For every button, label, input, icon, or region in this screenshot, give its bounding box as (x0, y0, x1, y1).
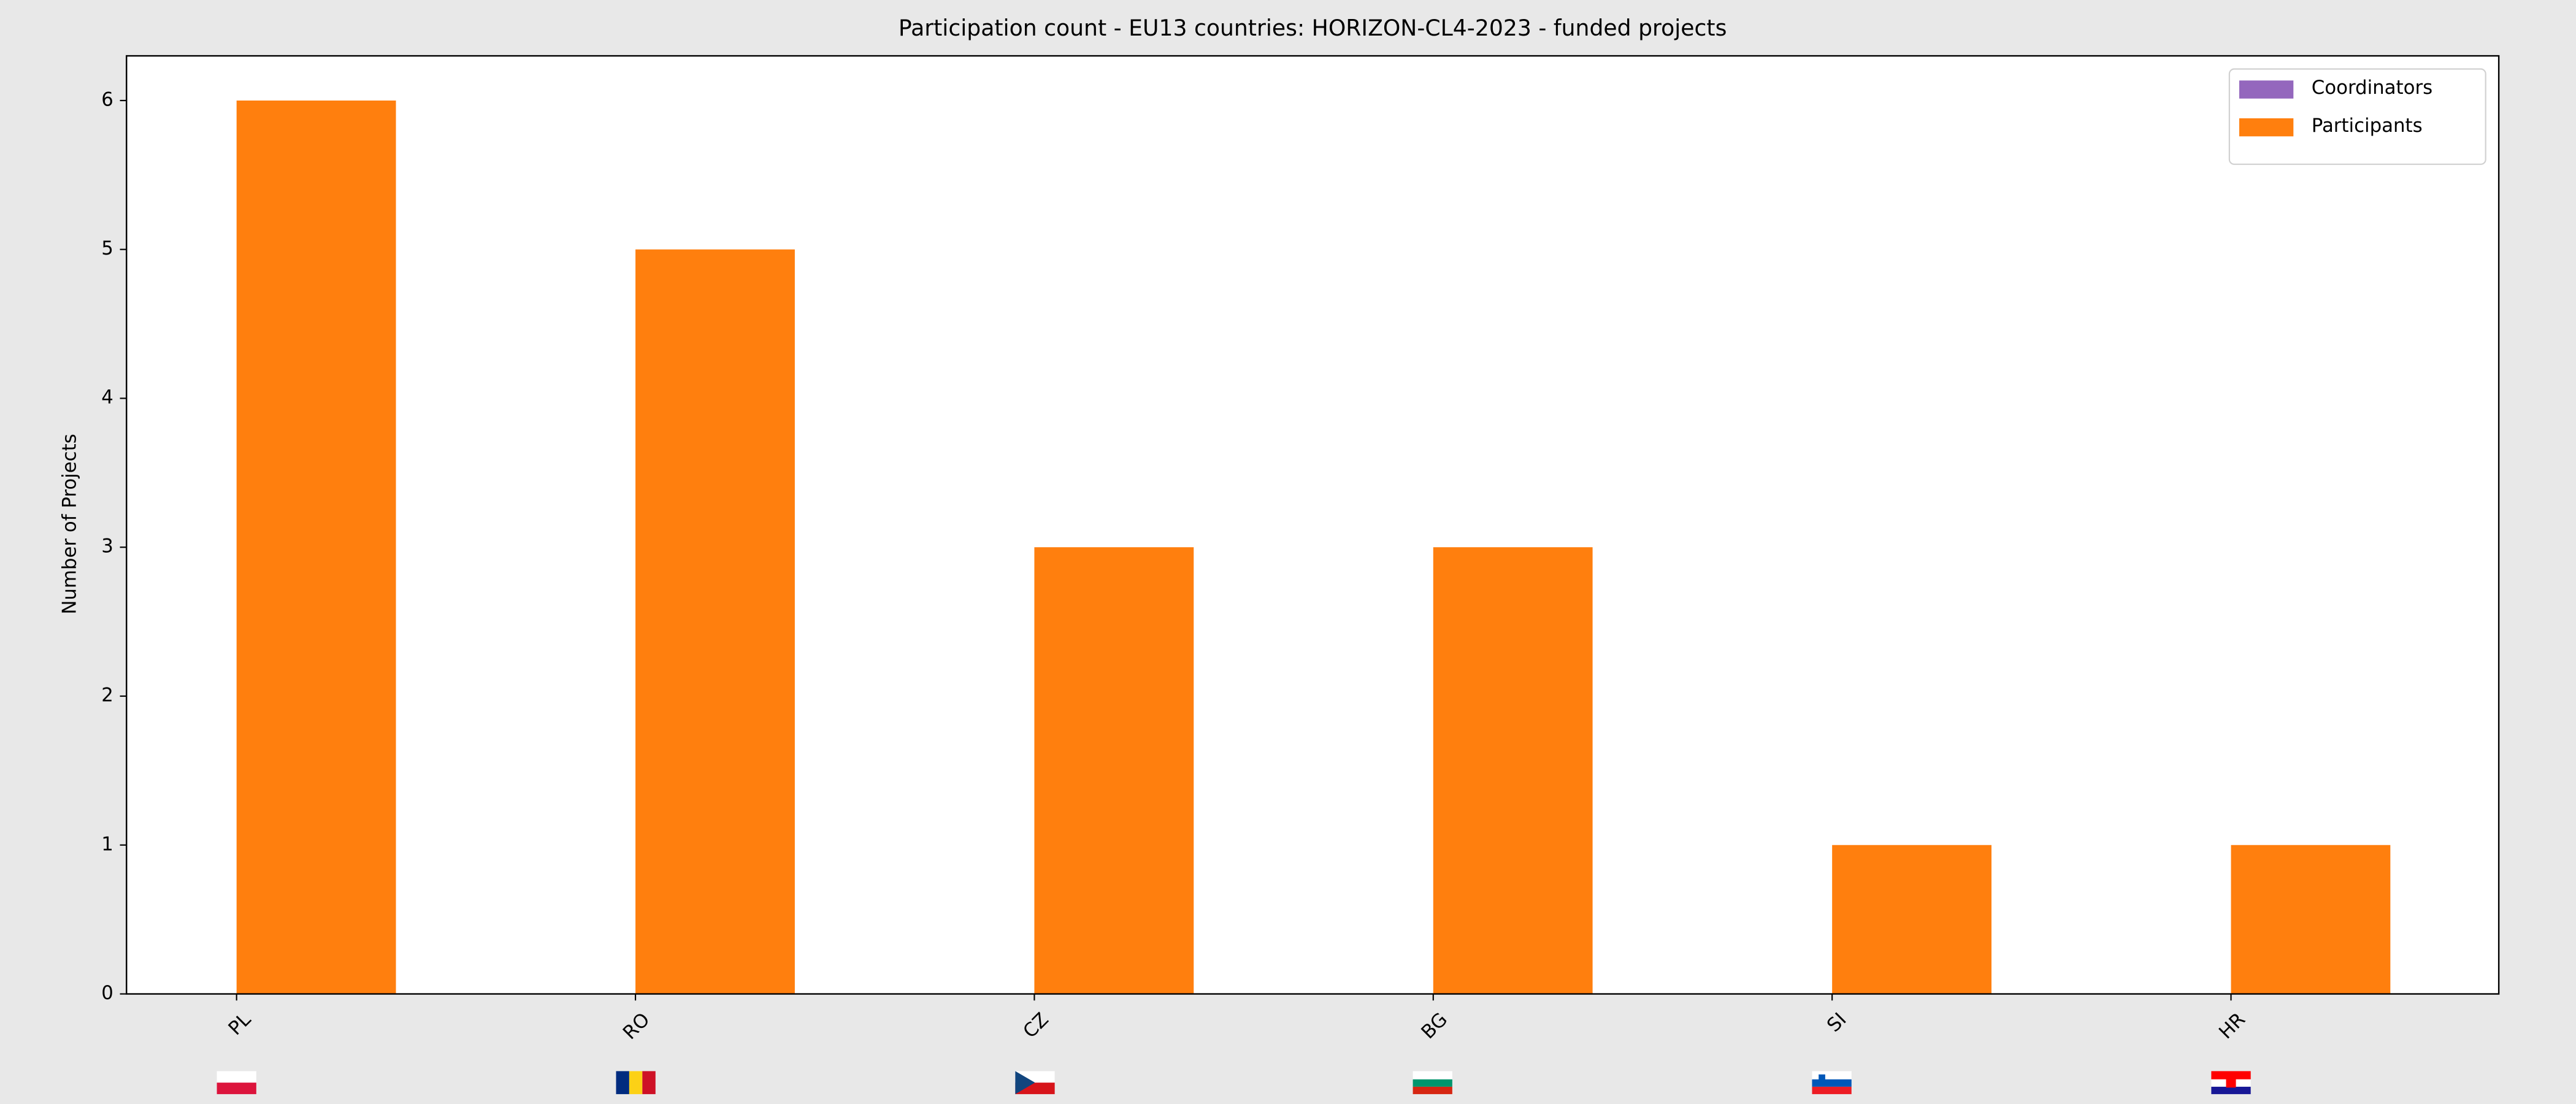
y-tick-label: 4 (101, 386, 113, 408)
y-tick-label: 0 (101, 982, 113, 1004)
flag-pl (217, 1071, 256, 1094)
flag-bg (1413, 1071, 1452, 1094)
y-tick-label: 5 (101, 237, 113, 259)
legend-label: Coordinators (2312, 77, 2432, 99)
chart-title: Participation count - EU13 countries: HO… (899, 15, 1727, 41)
legend-swatch (2239, 80, 2294, 99)
bar (1832, 845, 1991, 994)
plot-frame (126, 55, 2500, 995)
flag-ro (616, 1071, 656, 1094)
y-axis-label: Number of Projects (59, 434, 81, 614)
flag-hr (2211, 1071, 2251, 1094)
legend-label: Participants (2312, 115, 2423, 137)
bar (2231, 845, 2391, 994)
bar (236, 100, 396, 994)
legend-swatch (2239, 118, 2294, 137)
bar (635, 249, 795, 994)
bar (1034, 547, 1194, 994)
y-tick-label: 2 (101, 684, 113, 706)
flags (217, 1071, 2251, 1094)
flag-cz (1015, 1071, 1055, 1094)
y-tick-label: 3 (101, 535, 113, 558)
flag-si (1812, 1071, 1852, 1094)
bar (1433, 547, 1593, 994)
y-tick-label: 6 (101, 88, 113, 110)
plot-area (126, 56, 2499, 994)
y-tick-label: 1 (101, 833, 113, 855)
